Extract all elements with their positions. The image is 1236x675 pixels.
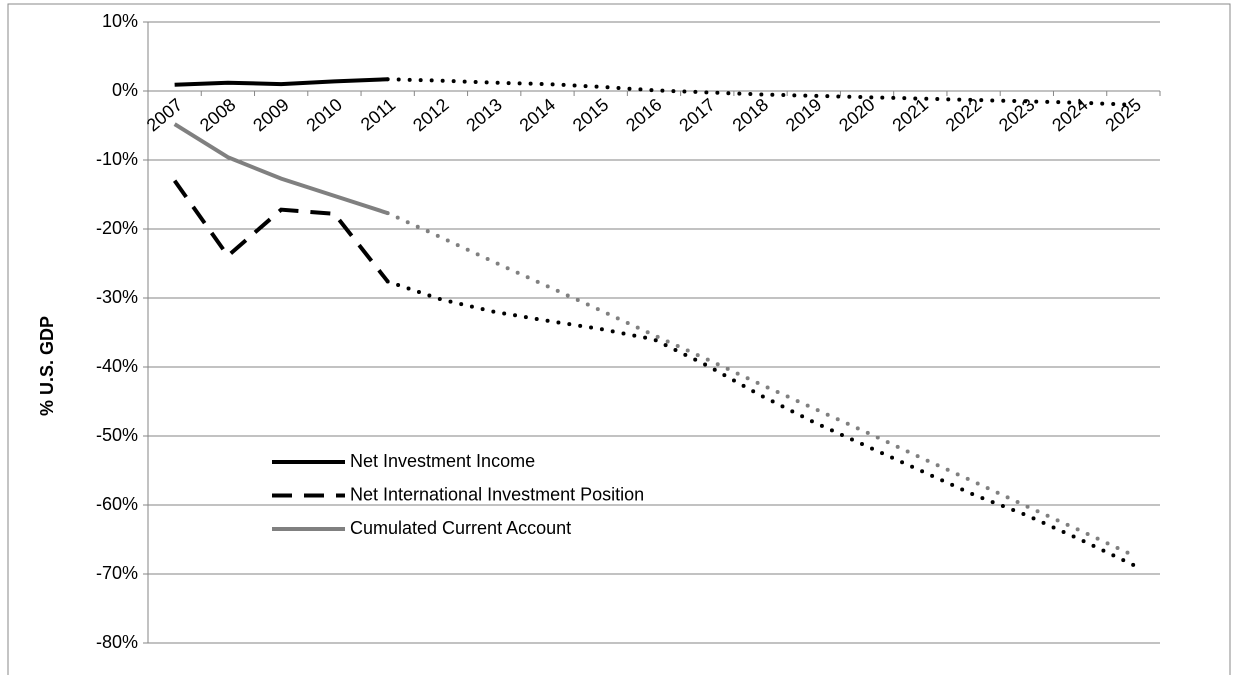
y-tick-label: -30% [96,287,138,307]
x-tick-label: 2017 [675,94,719,135]
x-tick-label: 2015 [569,94,613,135]
y-tick-label: -10% [96,149,138,169]
y-tick-label: -80% [96,632,138,652]
x-tick-label: 2025 [1101,94,1145,135]
x-tick-label: 2008 [196,94,240,135]
y-tick-label: -60% [96,494,138,514]
x-tick-label: 2011 [357,94,400,134]
y-tick-label: -40% [96,356,138,376]
y-tick-label: -50% [96,425,138,445]
chart-frame [7,3,1231,675]
x-tick-label: 2019 [782,94,826,135]
y-tick-label: -70% [96,563,138,583]
x-tick-label: 2016 [622,94,666,135]
y-tick-label: 0% [112,80,138,100]
x-tick-label: 2010 [303,94,347,135]
y-axis-label: % U.S. GDP [37,316,57,416]
legend-label: Cumulated Current Account [350,518,571,538]
legend-label: Net Investment Income [350,451,535,471]
x-tick-label: 2014 [516,94,560,135]
series-line [174,77,388,87]
series-line [172,179,390,283]
x-tick-label: 2013 [462,94,506,135]
x-tick-label: 2020 [835,94,879,135]
x-tick-label: 2024 [1048,94,1092,135]
x-tick-label: 2018 [729,94,773,135]
projection-line [385,211,1136,558]
x-tick-label: 2012 [409,94,453,135]
series-line [173,122,389,216]
projection-line [385,77,1136,107]
legend-label: Net International Investment Position [350,484,644,504]
x-tick-label: 2009 [249,94,293,135]
y-tick-label: -20% [96,218,138,238]
y-tick-label: 10% [102,11,138,31]
